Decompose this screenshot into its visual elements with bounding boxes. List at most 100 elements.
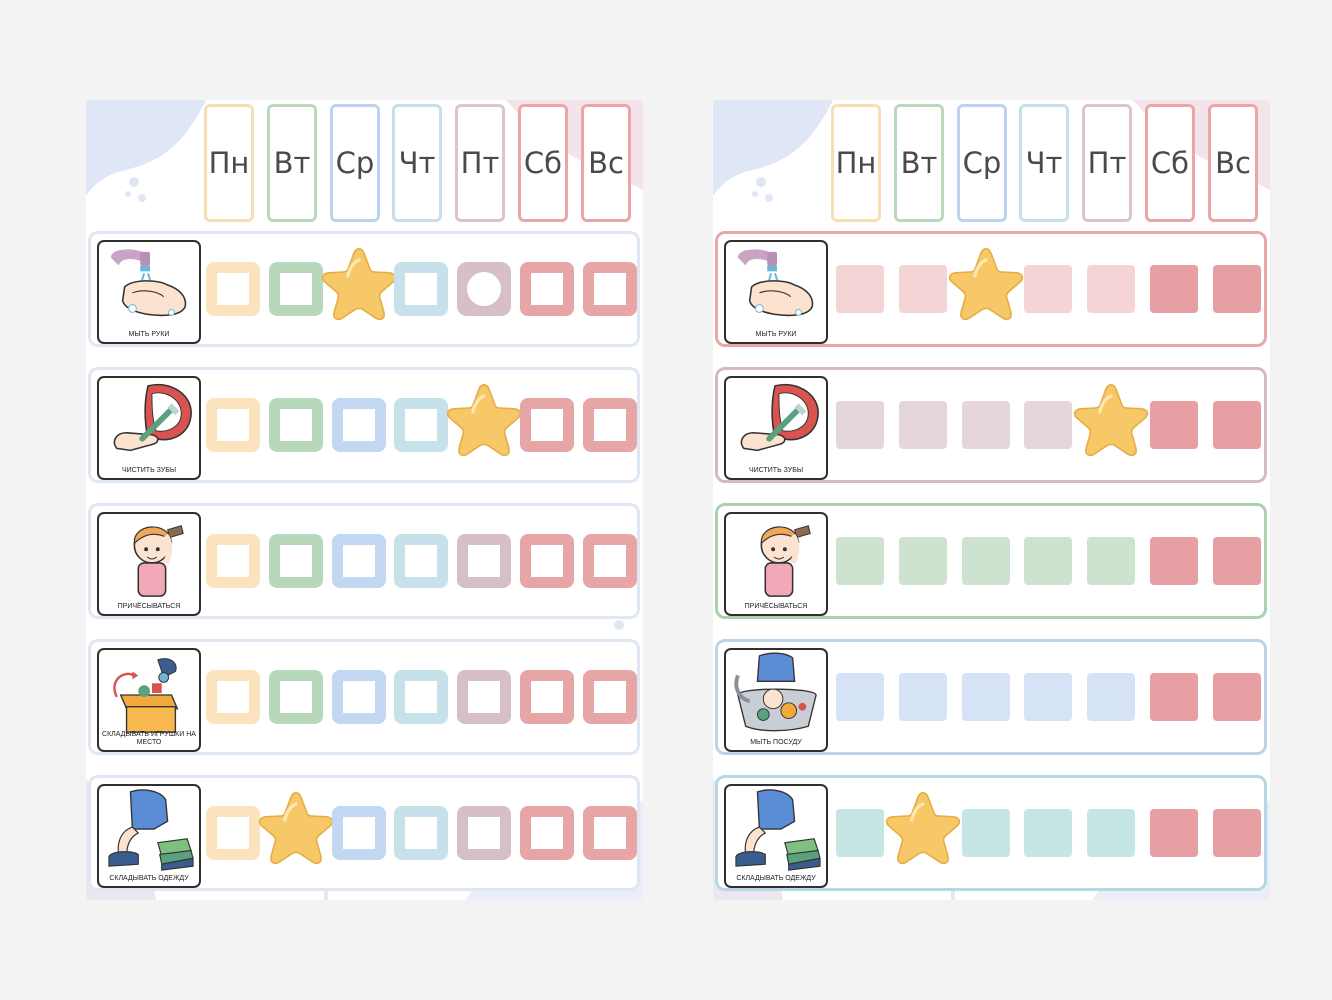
- star-sticker[interactable]: [319, 244, 399, 324]
- day-square[interactable]: [1087, 809, 1135, 857]
- task-label: чистить зубы: [121, 467, 177, 474]
- brushing-teeth-icon: [113, 383, 192, 452]
- day-checkbox[interactable]: [394, 806, 448, 860]
- day-square[interactable]: [899, 673, 947, 721]
- star-icon: [446, 383, 522, 457]
- day-checkbox[interactable]: [520, 806, 574, 860]
- task-card: складывать одежду: [724, 784, 828, 888]
- day-checkbox[interactable]: [457, 670, 511, 724]
- day-square[interactable]: [1024, 673, 1072, 721]
- day-checkbox[interactable]: [332, 806, 386, 860]
- day-checkbox[interactable]: [269, 534, 323, 588]
- combing-hair-icon: [133, 525, 184, 597]
- day-checkbox[interactable]: [520, 262, 574, 316]
- day-square[interactable]: [1213, 673, 1261, 721]
- task-row: складывать игрушки на место: [88, 639, 640, 755]
- day-header-6: Сб: [518, 104, 568, 222]
- day-checkbox[interactable]: [332, 398, 386, 452]
- day-checkbox[interactable]: [206, 806, 260, 860]
- chart-right: Пн Вт Ср Чт Пт Сб Вс мыть руки чистить зубы пр…: [713, 100, 1270, 900]
- day-checkbox[interactable]: [457, 262, 511, 316]
- day-square[interactable]: [1087, 673, 1135, 721]
- day-header-2: Вт: [267, 104, 317, 222]
- day-checkbox[interactable]: [583, 534, 637, 588]
- washing-hands-icon: [110, 249, 187, 317]
- task-label: мыть руки: [128, 331, 170, 338]
- day-square[interactable]: [836, 537, 884, 585]
- day-checkbox[interactable]: [394, 670, 448, 724]
- day-checkbox[interactable]: [394, 534, 448, 588]
- day-checkbox[interactable]: [206, 262, 260, 316]
- day-square[interactable]: [1213, 809, 1261, 857]
- day-square[interactable]: [836, 401, 884, 449]
- washing-hands-icon: [737, 249, 814, 317]
- day-square[interactable]: [899, 401, 947, 449]
- task-label: чистить зубы: [748, 467, 804, 474]
- day-checkbox[interactable]: [206, 670, 260, 724]
- day-square[interactable]: [1150, 401, 1198, 449]
- day-square[interactable]: [1087, 265, 1135, 313]
- day-square[interactable]: [1024, 401, 1072, 449]
- folding-clothes-icon: [108, 789, 194, 871]
- day-checkbox[interactable]: [457, 806, 511, 860]
- day-checkbox[interactable]: [583, 398, 637, 452]
- day-square[interactable]: [1087, 537, 1135, 585]
- day-square[interactable]: [899, 265, 947, 313]
- day-checkbox[interactable]: [332, 534, 386, 588]
- day-square[interactable]: [962, 809, 1010, 857]
- star-sticker[interactable]: [256, 788, 336, 868]
- day-checkbox[interactable]: [269, 398, 323, 452]
- circle-marker: [467, 272, 501, 306]
- folding-clothes-icon: [735, 789, 821, 871]
- day-checkbox[interactable]: [520, 670, 574, 724]
- day-checkbox[interactable]: [583, 670, 637, 724]
- day-square[interactable]: [836, 673, 884, 721]
- task-row: чистить зубы: [715, 367, 1267, 483]
- star-icon: [885, 791, 961, 865]
- task-row: причёсываться: [715, 503, 1267, 619]
- day-square[interactable]: [1150, 809, 1198, 857]
- day-square[interactable]: [1213, 265, 1261, 313]
- day-checkbox[interactable]: [583, 806, 637, 860]
- day-square[interactable]: [1024, 265, 1072, 313]
- star-sticker[interactable]: [1071, 380, 1151, 460]
- day-square[interactable]: [1024, 809, 1072, 857]
- day-square[interactable]: [1150, 673, 1198, 721]
- day-checkbox[interactable]: [394, 398, 448, 452]
- day-checkbox[interactable]: [394, 262, 448, 316]
- day-square[interactable]: [899, 537, 947, 585]
- washing-dishes-icon: [734, 652, 817, 732]
- day-square[interactable]: [836, 809, 884, 857]
- day-checkbox[interactable]: [457, 534, 511, 588]
- day-header-6: Сб: [1145, 104, 1195, 222]
- day-square[interactable]: [962, 537, 1010, 585]
- day-checkbox[interactable]: [520, 398, 574, 452]
- task-row: складывать одежду: [715, 775, 1267, 891]
- day-header-5: Пт: [455, 104, 505, 222]
- task-row: мыть руки: [715, 231, 1267, 347]
- star-sticker[interactable]: [946, 244, 1026, 324]
- day-square[interactable]: [962, 673, 1010, 721]
- task-card: причёсываться: [724, 512, 828, 616]
- day-header-4: Чт: [1019, 104, 1069, 222]
- day-header-7: Вс: [1208, 104, 1258, 222]
- day-square[interactable]: [962, 401, 1010, 449]
- task-row: мыть посуду: [715, 639, 1267, 755]
- star-sticker[interactable]: [444, 380, 524, 460]
- day-checkbox[interactable]: [269, 670, 323, 724]
- day-square[interactable]: [1150, 265, 1198, 313]
- day-square[interactable]: [1024, 537, 1072, 585]
- star-sticker[interactable]: [883, 788, 963, 868]
- task-card: мыть руки: [724, 240, 828, 344]
- day-checkbox[interactable]: [332, 670, 386, 724]
- day-checkbox[interactable]: [269, 262, 323, 316]
- day-checkbox[interactable]: [206, 534, 260, 588]
- day-checkbox[interactable]: [583, 262, 637, 316]
- day-square[interactable]: [836, 265, 884, 313]
- day-header-4: Чт: [392, 104, 442, 222]
- day-square[interactable]: [1213, 537, 1261, 585]
- day-checkbox[interactable]: [520, 534, 574, 588]
- day-square[interactable]: [1213, 401, 1261, 449]
- day-square[interactable]: [1150, 537, 1198, 585]
- day-checkbox[interactable]: [206, 398, 260, 452]
